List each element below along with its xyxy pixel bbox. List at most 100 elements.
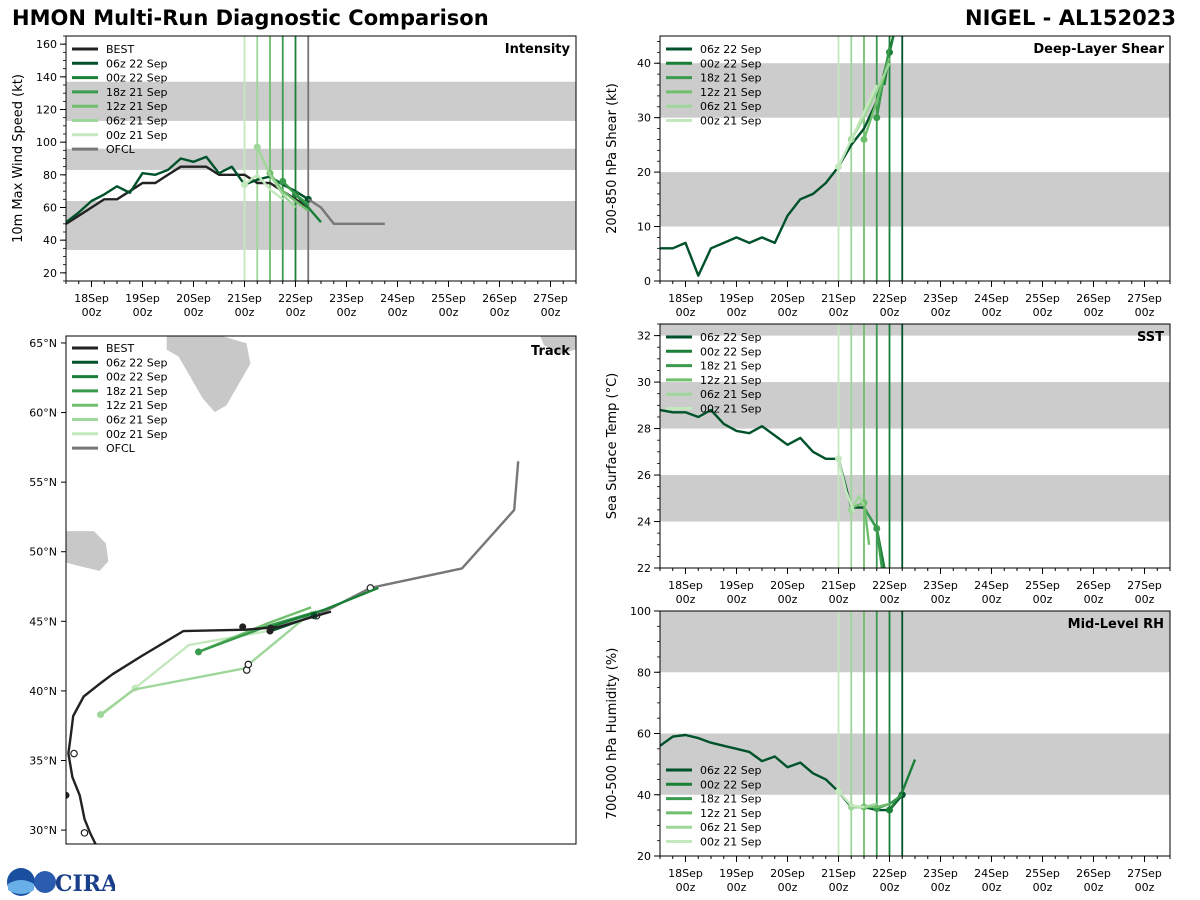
legend-label-06z-22-sep: 06z 22 Sep <box>700 43 762 56</box>
legend-label-06z-21-sep: 06z 21 Sep <box>700 388 762 401</box>
land-shape <box>166 336 252 413</box>
series-00z-21-sep <box>837 84 878 168</box>
plot-area <box>660 611 1170 856</box>
x-tick-label: 00z <box>829 881 849 894</box>
x-tick-label: 22Sep <box>872 579 907 592</box>
y-tick-label: 10 <box>637 221 651 234</box>
y-tick-label: 30 <box>637 112 651 125</box>
y-tick-label: 22 <box>637 562 651 575</box>
x-tick-label: 00z <box>1033 881 1053 894</box>
panel-title: Mid-Level RH <box>1068 617 1164 632</box>
lat-tick-label: 45°N <box>29 615 57 628</box>
x-tick-label: 23Sep <box>923 867 958 880</box>
legend-label-best: BEST <box>106 43 134 56</box>
y-tick-label: 100 <box>36 136 57 149</box>
marker-00z-22-sep <box>886 806 893 814</box>
x-tick-label: 26Sep <box>1076 292 1111 305</box>
map-frame <box>65 335 577 845</box>
legend-label-ofcl: OFCL <box>106 143 136 156</box>
x-tick-label: 25Sep <box>1025 579 1060 592</box>
x-tick-label: 20Sep <box>770 292 805 305</box>
marker-18z-21-sep <box>873 114 881 122</box>
legend-label-06z-22-sep: 06z 22 Sep <box>106 57 168 70</box>
y-axis-label: 10m Max Wind Speed (kt) <box>11 74 26 243</box>
legend-label-00z-21-sep: 00z 21 Sep <box>106 129 168 142</box>
legend-label-06z-21-sep: 06z 21 Sep <box>700 100 762 113</box>
legend-label-06z-22-sep: 06z 22 Sep <box>700 331 762 344</box>
series-00z-21-sep <box>243 173 284 201</box>
marker-00z-21-sep <box>835 788 842 796</box>
shaded-band <box>66 81 576 121</box>
y-tick-label: 80 <box>637 666 651 679</box>
legend-label-ofcl: OFCL <box>106 442 136 455</box>
marker-00z-21-sep <box>241 181 248 189</box>
legend-label-00z-22-sep: 00z 22 Sep <box>700 778 762 791</box>
shaded-band <box>660 475 1170 522</box>
panel-title: SST <box>1137 330 1164 345</box>
y-tick-label: 26 <box>637 469 651 482</box>
x-tick-label: 19Sep <box>125 292 160 305</box>
legend-label-06z-21-sep: 06z 21 Sep <box>700 821 762 834</box>
x-tick-label: 00z <box>439 306 459 319</box>
x-tick-label: 25Sep <box>431 292 466 305</box>
x-tick-label: 00z <box>982 881 1002 894</box>
x-tick-label: 18Sep <box>74 292 109 305</box>
x-tick-label: 21Sep <box>821 579 856 592</box>
x-tick-label: 00z <box>388 306 408 319</box>
x-tick-label: 00z <box>982 593 1002 606</box>
shaded-band <box>660 733 1170 795</box>
plot-area <box>660 324 1170 568</box>
x-tick-label: 00z <box>676 881 696 894</box>
y-axis-label: 200-850 hPa Shear (kt) <box>605 83 620 234</box>
x-tick-label: 26Sep <box>1076 867 1111 880</box>
marker-12z-21-sep <box>860 135 868 143</box>
legend-label-00z-22-sep: 00z 22 Sep <box>700 57 762 70</box>
lat-tick-label: 50°N <box>29 546 57 559</box>
x-tick-label: 00z <box>676 306 696 319</box>
x-tick-label: 19Sep <box>719 292 754 305</box>
legend-label-00z-21-sep: 00z 21 Sep <box>700 115 762 128</box>
land-shape <box>539 336 576 355</box>
x-tick-label: 00z <box>1033 593 1053 606</box>
legend-label-00z-22-sep: 00z 22 Sep <box>700 345 762 358</box>
y-tick-label: 140 <box>36 71 57 84</box>
x-tick-label: 00z <box>931 881 951 894</box>
y-tick-label: 120 <box>36 104 57 117</box>
series-06z-21-sep <box>850 494 866 511</box>
x-tick-label: 00z <box>541 306 561 319</box>
y-tick-label: 40 <box>43 234 57 247</box>
series-00z-22-sep <box>888 759 917 811</box>
series-06z-22-sep <box>660 408 864 509</box>
legend-label-06z-22-sep: 06z 22 Sep <box>106 356 168 369</box>
track-ofcl <box>316 461 520 617</box>
x-tick-label: 00z <box>490 306 510 319</box>
lat-tick-label: 60°N <box>29 407 57 420</box>
x-tick-label: 00z <box>778 593 798 606</box>
y-axis-label: Sea Surface Temp (°C) <box>605 373 620 520</box>
shaded-band <box>660 611 1170 673</box>
y-tick-label: 32 <box>637 330 651 343</box>
legend-label-06z-21-sep: 06z 21 Sep <box>106 414 168 427</box>
x-tick-label: 26Sep <box>1076 579 1111 592</box>
track-06z-21-sep <box>99 610 314 716</box>
x-tick-label: 00z <box>1135 306 1155 319</box>
series-12z-21-sep <box>269 172 310 212</box>
legend-label-12z-21-sep: 12z 21 Sep <box>700 807 762 820</box>
x-tick-label: 27Sep <box>1127 579 1162 592</box>
x-tick-label: 00z <box>778 306 798 319</box>
lat-tick-label: 65°N <box>29 337 57 350</box>
x-tick-label: 21Sep <box>821 867 856 880</box>
shear-chart: 18Sep00z19Sep00z20Sep00z21Sep00z22Sep00z… <box>605 35 1171 319</box>
y-tick-label: 160 <box>36 38 57 51</box>
plot-area <box>660 36 1170 281</box>
x-tick-label: 00z <box>133 306 153 319</box>
shaded-band <box>660 172 1170 227</box>
x-tick-label: 22Sep <box>278 292 313 305</box>
x-tick-label: 24Sep <box>974 292 1009 305</box>
x-tick-label: 00z <box>982 306 1002 319</box>
x-tick-label: 22Sep <box>872 292 907 305</box>
lat-tick-label: 55°N <box>29 476 57 489</box>
x-tick-label: 00z <box>1033 306 1053 319</box>
marker-06z-21-sep <box>253 143 261 151</box>
y-tick-label: 60 <box>43 202 57 215</box>
